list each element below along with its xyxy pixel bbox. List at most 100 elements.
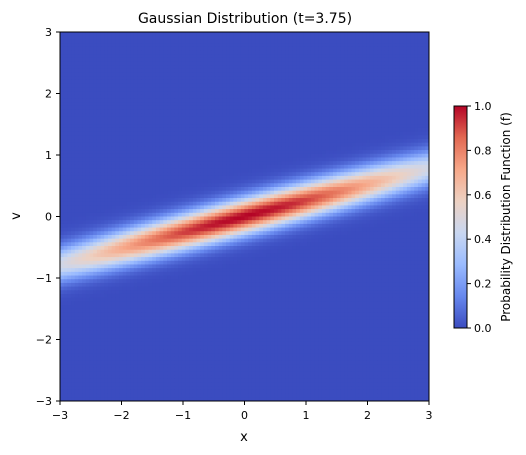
heatmap-cell [255,98,260,103]
heatmap-cell [277,146,282,151]
heatmap-cell [362,201,367,206]
heatmap-cell [111,57,116,63]
heatmap-cell [214,32,220,37]
heatmap-cell [303,98,308,103]
heatmap-cell [207,76,212,81]
heatmap-cell [388,120,393,125]
heatmap-cell [358,39,364,44]
heatmap-cell [155,161,161,166]
heatmap-cell [218,161,223,166]
heatmap-cell [89,83,94,88]
heatmap-cell [100,139,105,144]
heatmap-cell [130,105,135,110]
heatmap-cell [344,135,349,140]
heatmap-cell [67,172,72,177]
heatmap-cell [218,212,223,217]
heatmap-cell [203,79,209,85]
heatmap-cell [421,98,426,103]
heatmap-cell [318,68,323,74]
heatmap-cell [67,98,72,103]
heatmap-cell [270,91,275,96]
heatmap-cell [63,168,68,173]
heatmap-cell [351,39,356,44]
heatmap-cell [152,113,157,118]
heatmap-cell [248,76,253,81]
heatmap-cell [399,87,404,92]
heatmap-cell [255,201,260,206]
heatmap-cell [126,179,131,184]
heatmap-cell [218,157,223,162]
heatmap-cell [340,61,345,66]
heatmap-cell [214,131,220,136]
heatmap-cell [214,91,220,96]
heatmap-cell [347,68,353,74]
heatmap-cell [281,54,286,59]
heatmap-cell [410,39,415,44]
heatmap-cell [93,124,98,129]
heatmap-cell [259,157,264,162]
heatmap-cell [384,32,389,37]
heatmap-cell [237,179,242,184]
heatmap-cell [119,43,124,48]
heatmap-cell [366,105,371,110]
heatmap-cell [163,32,168,37]
heatmap-cell [373,124,378,129]
heatmap-cell [395,46,400,51]
heatmap-cell [406,65,412,70]
heatmap-cell [325,142,330,147]
heatmap-cell [292,198,297,203]
heatmap-cell [229,142,234,147]
heatmap-cell [100,57,105,63]
heatmap-cell [178,87,183,92]
heatmap-cell [122,153,127,158]
heatmap-cell [244,94,249,99]
heatmap-cell [167,76,172,81]
heatmap-cell [203,68,209,74]
heatmap-cell [144,212,150,217]
heatmap-cell [85,72,91,77]
heatmap-cell [189,131,194,136]
heatmap-cell [329,50,334,55]
heatmap-cell [248,190,253,195]
heatmap-cell [336,43,341,48]
heatmap-cell [63,35,68,40]
heatmap-cell [277,205,282,210]
heatmap-cell [358,190,364,195]
heatmap-cell [270,57,275,63]
heatmap-cell [218,153,223,158]
heatmap-cell [63,139,68,144]
heatmap-cell [63,76,68,81]
heatmap-cell [288,150,293,155]
heatmap-cell [100,183,105,188]
heatmap-cell [130,113,135,118]
heatmap-cell [318,161,323,166]
heatmap-cell [137,46,142,51]
heatmap-cell [274,91,279,96]
heatmap-cell [369,120,375,125]
heatmap-cell [259,72,264,77]
heatmap-cell [355,172,360,177]
heatmap-cell [340,172,345,177]
heatmap-cell [369,175,375,181]
heatmap-cell [355,146,360,151]
heatmap-cell [262,72,268,77]
heatmap-cell [96,54,102,59]
heatmap-cell [307,135,312,140]
heatmap-cell [229,61,234,66]
heatmap-cell [388,135,393,140]
heatmap-cell [133,209,138,214]
heatmap-cell [63,39,68,44]
heatmap-cell [292,79,297,85]
heatmap-cell [377,57,382,63]
heatmap-cell [104,39,109,44]
heatmap-cell [417,150,423,155]
heatmap-cell [74,139,79,144]
heatmap-cell [244,146,249,151]
heatmap-cell [288,139,293,144]
heatmap-cell [207,61,212,66]
heatmap-cell [93,164,98,170]
heatmap-cell [214,57,220,63]
heatmap-cell [63,57,68,63]
heatmap-cell [78,146,83,151]
heatmap-cell [414,65,419,70]
